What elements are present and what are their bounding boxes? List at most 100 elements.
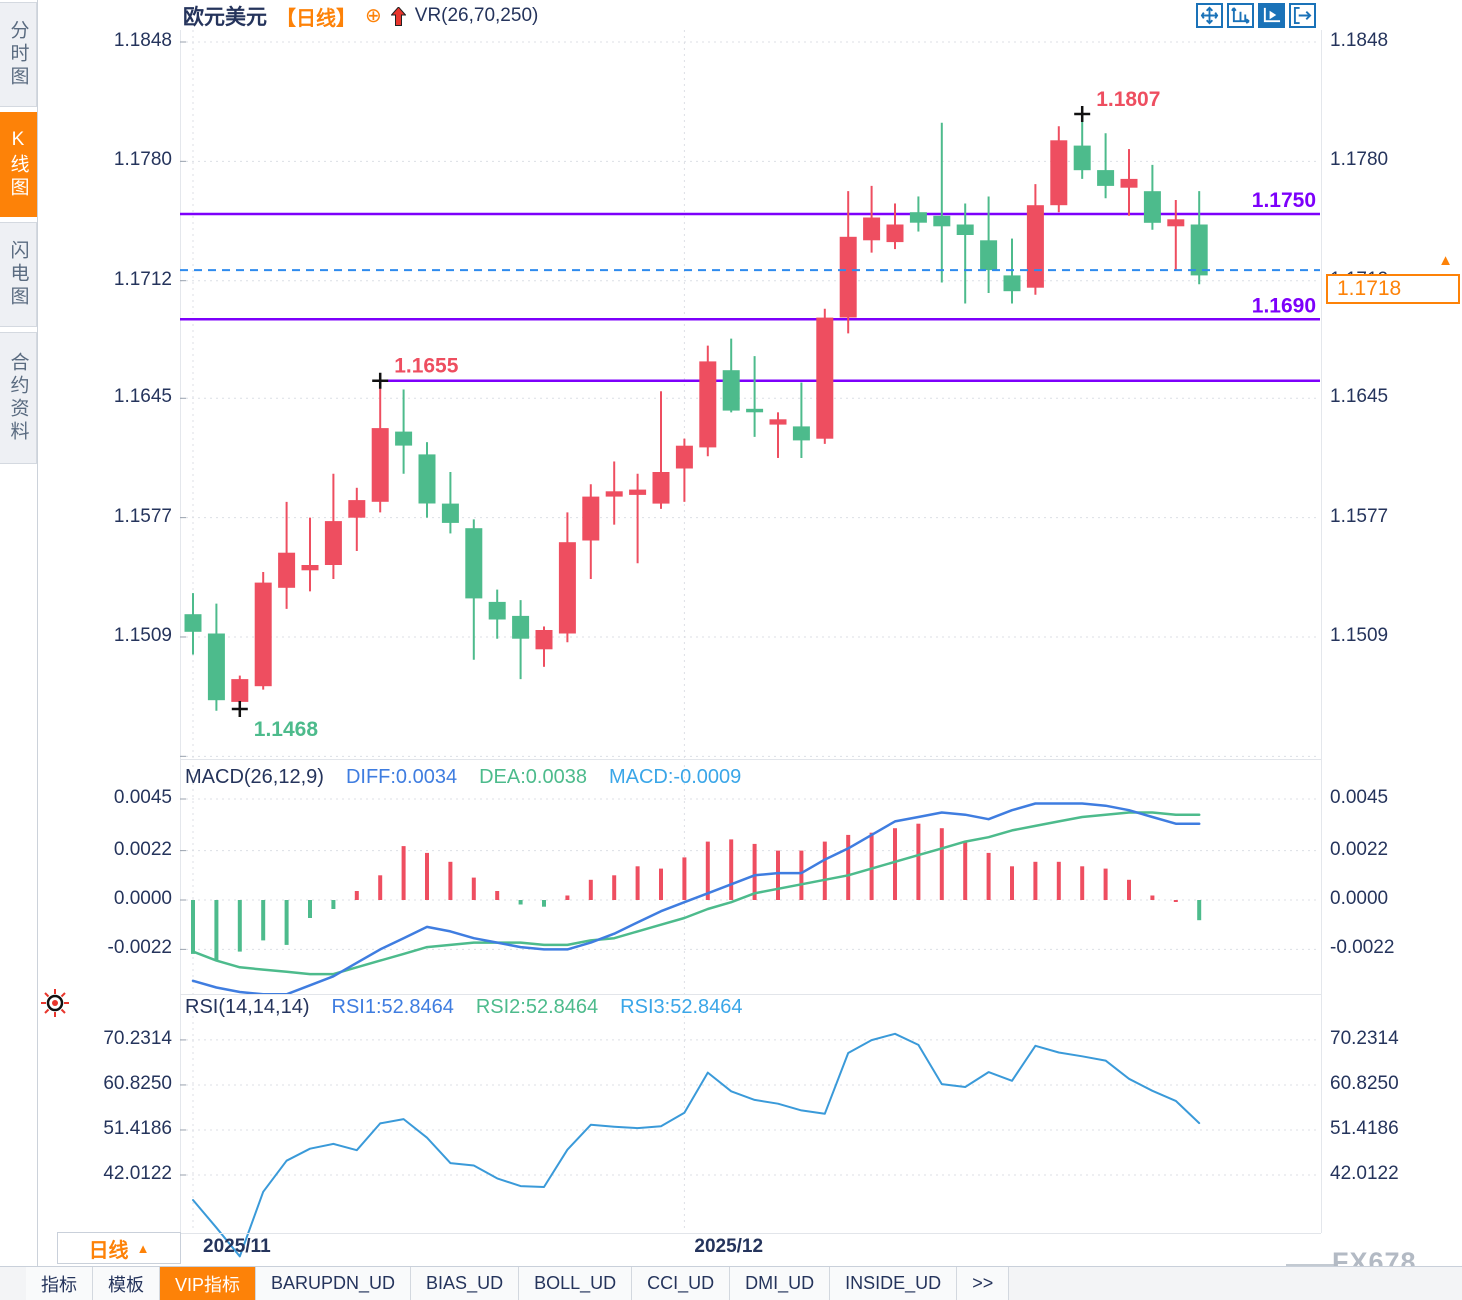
bottom-tab[interactable]: CCI_UD (632, 1267, 731, 1300)
macd-hist-bar (916, 823, 921, 900)
y-axis-label: 60.8250 (1330, 1072, 1399, 1094)
candle (1026, 184, 1044, 295)
candle (863, 185, 881, 253)
candlestick-chart[interactable]: 1.1750 1.1690 1.1468 1.1655 1.1807 (180, 30, 1320, 762)
macd-hist-bar (471, 877, 476, 900)
candle (278, 501, 296, 609)
period-tag[interactable]: 【日线】 (276, 7, 356, 30)
indicator-readout: RSI2:52.8464 (475, 996, 599, 1018)
exit-pane-icon[interactable] (1289, 3, 1316, 28)
macd-chart[interactable] (180, 765, 1320, 994)
macd-hist-bar (495, 891, 500, 900)
y-axis-label: 1.1645 (113, 386, 172, 408)
y-axis-label: 0.0022 (113, 838, 172, 860)
sun-icon (40, 988, 70, 1023)
bottom-tab[interactable]: DMI_UD (730, 1267, 831, 1300)
candle (769, 412, 787, 458)
macd-hist-bar (612, 875, 617, 900)
y-axis-label: 1.1509 (113, 624, 172, 646)
bottom-tab[interactable]: >> (957, 1267, 1010, 1300)
period-selector[interactable]: 日线 ▲ (57, 1232, 181, 1264)
y-axis-label: 1.1848 (1330, 30, 1389, 51)
candle (184, 593, 202, 655)
y-axis-label: 1.1509 (1330, 624, 1389, 646)
sidebar-tab-2[interactable]: K线图 (0, 112, 37, 217)
sidebar: 分时图 K线图闪电图合约资料 (0, 0, 38, 1300)
current-price-tag: 1.1718 ▲ (1326, 252, 1460, 305)
candle (441, 471, 459, 534)
candle (1050, 126, 1068, 213)
add-compare-icon[interactable]: ⊕ (365, 5, 382, 27)
y-axis-label: 1.1577 (113, 505, 172, 527)
sidebar-tab-3[interactable]: 闪电图 (0, 222, 37, 327)
y-axis-label: 0.0000 (1330, 888, 1389, 909)
price-annotation: 1.1468 (254, 718, 319, 741)
macd-hist-bar (191, 900, 195, 954)
macd-hist-bar (659, 868, 663, 900)
macd-title[interactable]: MACD(26,12,9) (185, 766, 324, 788)
macd-hist-bar (1056, 861, 1061, 900)
macd-hist-bar (1150, 895, 1155, 900)
indicator-readout: DIFF:0.0034 (345, 766, 458, 788)
candle (395, 389, 413, 474)
bottom-tab[interactable]: 指标 (26, 1267, 93, 1300)
y-axis-label: 1.1848 (113, 30, 172, 51)
candle (301, 517, 319, 592)
macd-hist-bar (284, 900, 289, 945)
y-axis-label: 42.0122 (1330, 1163, 1399, 1184)
candle (535, 626, 553, 667)
candle (324, 473, 342, 580)
candle (909, 196, 927, 232)
candle (956, 203, 974, 304)
bottom-tab[interactable]: BOLL_UD (519, 1267, 633, 1300)
bottom-tab[interactable]: BIAS_UD (411, 1267, 520, 1300)
rsi-title[interactable]: RSI(14,14,14) (185, 996, 310, 1018)
macd-hist-bar (682, 857, 687, 900)
price-marker-cross (372, 372, 389, 389)
up-arrow-icon (390, 6, 406, 26)
candle (792, 382, 810, 458)
bottom-tab[interactable]: VIP指标 (160, 1267, 257, 1300)
macd-hist-bar (1010, 866, 1014, 900)
macd-hist-bar (448, 861, 453, 900)
candle (207, 603, 225, 711)
macd-hist-bar (963, 841, 968, 900)
macd-hist-bar (1173, 900, 1178, 902)
price-marker-cross (231, 700, 248, 717)
candle (816, 308, 834, 444)
candle (488, 589, 506, 639)
indicator-label[interactable]: VR(26,70,250) (414, 5, 539, 26)
axis-zoom-icon[interactable] (1227, 3, 1254, 28)
y-axis-label: 1.1712 (113, 268, 172, 290)
candle (980, 196, 998, 293)
y-axis-label: 1.1577 (1330, 505, 1389, 527)
rsi-chart[interactable] (180, 1010, 1320, 1262)
axis-play-icon[interactable] (1258, 3, 1285, 28)
candle (746, 356, 764, 437)
sidebar-tab-4[interactable]: 合约资料 (0, 332, 37, 464)
candle (1097, 133, 1115, 199)
macd-hist-bar (729, 839, 734, 900)
sidebar-tab-label: 闪电图 (7, 240, 29, 309)
sidebar-tab-1[interactable]: 分时图 (0, 2, 37, 107)
period-label: 日线 (88, 1239, 129, 1262)
sidebar-tab-label: K线图 (7, 129, 29, 200)
current-price-value: 1.1718 (1337, 277, 1402, 301)
bottom-tab[interactable]: BARUPDN_UD (256, 1267, 412, 1300)
y-axis-label: 0.0000 (113, 888, 172, 909)
candle (933, 122, 951, 283)
sidebar-tab-label: 分时图 (7, 20, 29, 89)
crosshair-move-icon[interactable] (1196, 3, 1223, 28)
macd-hist-bar (425, 852, 429, 900)
sidebar-tab-label: 合约资料 (7, 352, 29, 444)
candle (722, 338, 740, 413)
macd-hist-bar (799, 850, 804, 900)
y-axis-label: 0.0045 (1330, 787, 1389, 808)
bottom-tab[interactable]: INSIDE_UD (830, 1267, 958, 1300)
bottom-tab[interactable]: 模板 (93, 1267, 160, 1300)
candle (348, 487, 366, 551)
macd-hist-bar (518, 900, 523, 905)
candle (886, 203, 904, 250)
macd-hist-bar (214, 900, 219, 961)
indicator-readout: RSI3:52.8464 (620, 996, 743, 1018)
